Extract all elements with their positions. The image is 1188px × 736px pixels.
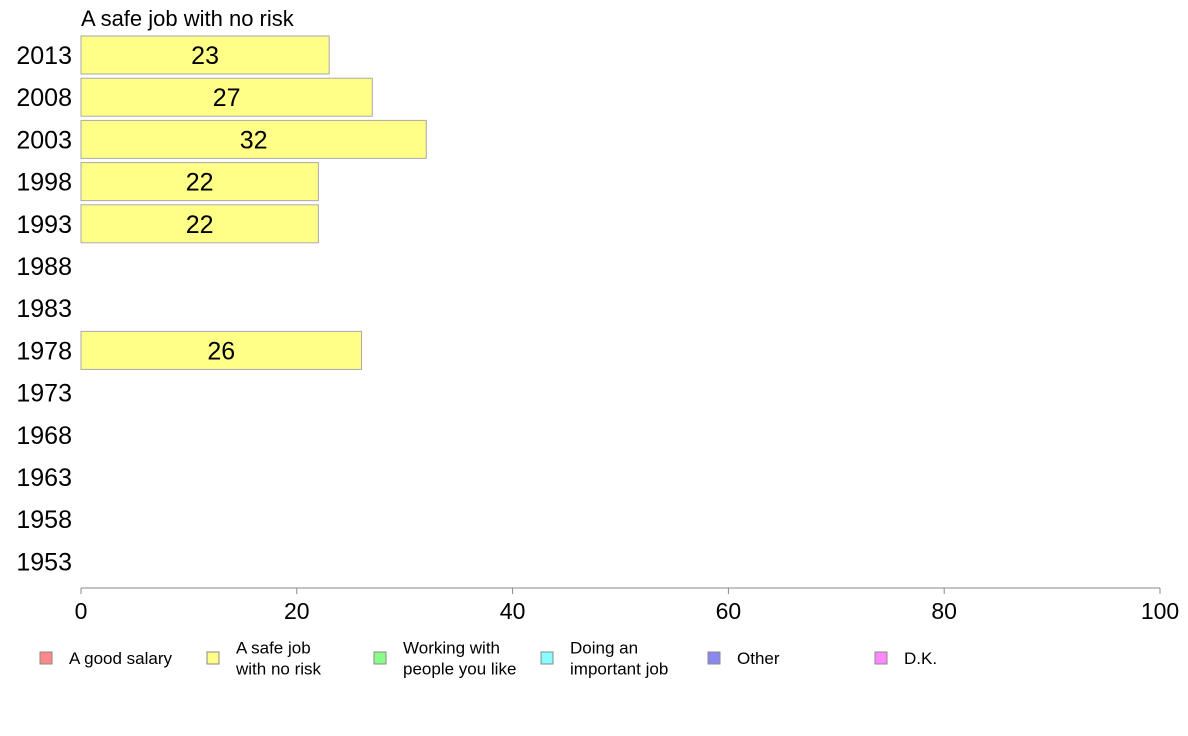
category-label-1953: 1953 bbox=[16, 548, 72, 576]
bar-1998 bbox=[80, 162, 319, 202]
bar-value-label-2013: 23 bbox=[191, 42, 219, 70]
category-label-2003: 2003 bbox=[16, 126, 72, 154]
x-tick-label-80: 80 bbox=[931, 598, 957, 624]
category-label-2008: 2008 bbox=[16, 84, 72, 112]
x-tick-label-0: 0 bbox=[75, 598, 88, 624]
legend-label-4-0: Other bbox=[737, 649, 780, 668]
bar-1978 bbox=[80, 330, 363, 370]
legend-swatch-0 bbox=[39, 651, 53, 665]
legend-label-1-0: A safe job bbox=[236, 639, 311, 658]
legend-swatch-1 bbox=[206, 651, 220, 665]
bar-value-label-2003: 32 bbox=[240, 126, 268, 154]
legend-swatch-2 bbox=[373, 651, 387, 665]
category-label-1963: 1963 bbox=[16, 464, 72, 492]
legend-label-5-0: D.K. bbox=[904, 649, 937, 668]
x-tick-label-60: 60 bbox=[716, 598, 742, 624]
bar-2003 bbox=[80, 119, 427, 159]
legend-label-3-0: Doing an bbox=[570, 639, 638, 658]
bar-value-label-1998: 22 bbox=[186, 169, 214, 197]
bar-1993 bbox=[80, 204, 319, 244]
category-label-1968: 1968 bbox=[16, 422, 72, 450]
legend-swatch-4 bbox=[707, 651, 721, 665]
x-tick-label-40: 40 bbox=[500, 598, 526, 624]
category-labels: 2013 2008 2003 1998 1993 1988 1983 1978 1973 1968… bbox=[16, 42, 72, 576]
bars-group: 23 27 32 22 22 26 bbox=[80, 35, 427, 370]
x-tick-label-20: 20 bbox=[284, 598, 310, 624]
legend-label-2-0: Working with bbox=[403, 639, 500, 658]
legend-label-2-1: people you like bbox=[403, 660, 516, 679]
category-label-1958: 1958 bbox=[16, 506, 72, 534]
category-label-1983: 1983 bbox=[16, 295, 72, 323]
x-tick-label-100: 100 bbox=[1141, 598, 1179, 624]
category-label-2013: 2013 bbox=[16, 42, 72, 70]
category-label-1988: 1988 bbox=[16, 253, 72, 281]
category-label-1998: 1998 bbox=[16, 169, 72, 197]
bar-2008 bbox=[80, 77, 373, 117]
bar-value-label-1993: 22 bbox=[186, 211, 214, 239]
legend-label-3-1: important job bbox=[570, 660, 668, 679]
chart-title: A safe job with no risk bbox=[81, 6, 295, 31]
legend-label-0-0: A good salary bbox=[69, 649, 173, 668]
category-label-1993: 1993 bbox=[16, 211, 72, 239]
category-label-1978: 1978 bbox=[16, 337, 72, 365]
bar-value-label-1978: 26 bbox=[207, 337, 235, 365]
bar-2013 bbox=[80, 35, 330, 75]
category-label-1973: 1973 bbox=[16, 380, 72, 408]
legend-swatch-5 bbox=[874, 651, 888, 665]
legend: A good salary A safe job with no risk Worki… bbox=[39, 639, 937, 679]
legend-label-1-1: with no risk bbox=[235, 660, 322, 679]
bar-value-label-2008: 27 bbox=[213, 84, 241, 112]
legend-swatch-3 bbox=[540, 651, 554, 665]
x-axis: 0 20 40 60 80 100 bbox=[75, 587, 1179, 624]
